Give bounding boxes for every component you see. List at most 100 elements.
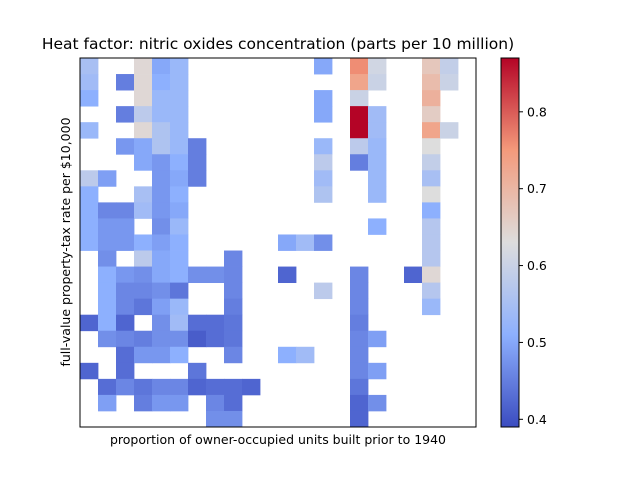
- colorbar-tick-label: 0.8: [527, 104, 547, 119]
- heatmap-cell: [188, 362, 207, 380]
- heatmap-cell: [422, 186, 441, 203]
- plot-frame: [79, 57, 477, 428]
- heatmap-cell: [350, 58, 369, 75]
- heatmap-cell: [368, 186, 387, 203]
- heatmap-cell: [422, 250, 441, 267]
- heatmap-cell: [350, 138, 369, 155]
- heatmap-cell: [224, 330, 243, 348]
- colorbar-tick-label: 0.5: [527, 335, 547, 350]
- heatmap-cell: [224, 410, 243, 428]
- heatmap-cell: [116, 218, 135, 235]
- heatmap-cell: [422, 282, 441, 300]
- heatmap-cell: [116, 314, 135, 332]
- heatmap-cell: [368, 394, 387, 412]
- heatmap-cell: [152, 266, 171, 284]
- heatmap-cell: [152, 154, 171, 171]
- heatmap-cell: [188, 378, 207, 396]
- heatmap-cell: [206, 266, 225, 284]
- y-axis-label: full-value property-tax rate per $10,000: [58, 117, 73, 366]
- heatmap-cell: [134, 58, 153, 75]
- colorbar-ticks: 0.4 0.5 0.6 0.7 0.8: [519, 104, 547, 427]
- heatmap-cell: [170, 250, 189, 267]
- heatmap-cell: [98, 314, 117, 332]
- heatmap-cell: [98, 330, 117, 348]
- heatmap-cell: [350, 330, 369, 348]
- heatmap-cell: [170, 378, 189, 396]
- heatmap-cell: [170, 298, 189, 316]
- heatmap-cell: [80, 122, 99, 139]
- colorbar-tick-label: 0.6: [527, 258, 547, 273]
- heatmap-cell: [152, 186, 171, 203]
- heatmap-cell: [188, 266, 207, 284]
- heatmap-cell: [422, 122, 441, 139]
- heatmap-cell: [170, 58, 189, 75]
- heatmap-cell: [296, 346, 315, 364]
- heatmap-cell: [134, 202, 153, 219]
- heatmap-cell: [98, 250, 117, 267]
- heatmap-cell: [368, 106, 387, 123]
- heatmap-cell: [278, 234, 297, 251]
- heatmap-cell: [98, 202, 117, 219]
- heatmap-cell: [116, 362, 135, 380]
- heatmap-cell: [170, 394, 189, 412]
- heatmap-cell: [350, 90, 369, 107]
- heatmap-cell: [152, 138, 171, 155]
- heatmap-cell: [152, 282, 171, 300]
- heatmap-cell: [368, 74, 387, 91]
- heatmap-cell: [422, 58, 441, 75]
- heatmap-cell: [368, 154, 387, 171]
- heatmap-cell: [134, 234, 153, 251]
- heatmap-cell: [314, 90, 333, 107]
- heatmap-cell: [80, 362, 99, 380]
- heatmap-cell: [278, 346, 297, 364]
- heatmap-cell: [170, 346, 189, 364]
- heatmap-cell: [296, 234, 315, 251]
- heatmap-cell: [206, 314, 225, 332]
- heatmap-cell: [368, 330, 387, 348]
- heatmap-cell: [116, 202, 135, 219]
- heatmap-cell: [440, 122, 459, 139]
- heatmap-cell: [170, 234, 189, 251]
- heatmap-cell: [314, 170, 333, 187]
- heatmap-cell: [98, 234, 117, 251]
- heatmap-cell: [134, 106, 153, 123]
- heatmap-cell: [422, 138, 441, 155]
- heatmap-cell: [152, 394, 171, 412]
- colorbar-frame: [500, 57, 520, 428]
- heatmap-cell: [350, 106, 369, 123]
- heatmap-cell: [116, 74, 135, 91]
- heatmap-cell: [206, 410, 225, 428]
- heatmap-cell: [116, 346, 135, 364]
- heatmap-cell: [98, 266, 117, 284]
- heatmap-cell: [152, 298, 171, 316]
- heatmap-cell: [134, 122, 153, 139]
- heatmap-cell: [422, 170, 441, 187]
- heatmap-cell: [350, 362, 369, 380]
- heatmap-cell: [152, 122, 171, 139]
- heatmap-cell: [440, 74, 459, 91]
- heatmap-cell: [224, 314, 243, 332]
- heatmap-cell: [350, 298, 369, 316]
- heatmap-cell: [314, 58, 333, 75]
- heatmap-cell: [188, 154, 207, 171]
- heatmap-cell: [116, 234, 135, 251]
- heatmap-cell: [350, 282, 369, 300]
- colorbar-tick-label: 0.7: [527, 181, 547, 196]
- heatmap-cell: [368, 218, 387, 235]
- heatmap-cell: [152, 202, 171, 219]
- heatmap-cell: [170, 74, 189, 91]
- heatmap-cell: [98, 298, 117, 316]
- heatmap-cell: [170, 122, 189, 139]
- heatmap-cell: [152, 74, 171, 91]
- heatmap-cells: [80, 58, 459, 428]
- heatmap-cell: [134, 394, 153, 412]
- heatmap-cell: [350, 394, 369, 412]
- heatmap-cell: [170, 266, 189, 284]
- heatmap-cell: [422, 298, 441, 316]
- heatmap-cell: [170, 154, 189, 171]
- heatmap-cell: [134, 266, 153, 284]
- heatmap-cell: [206, 378, 225, 396]
- heatmap-cell: [116, 378, 135, 396]
- heatmap-cell: [152, 90, 171, 107]
- heatmap-cell: [152, 346, 171, 364]
